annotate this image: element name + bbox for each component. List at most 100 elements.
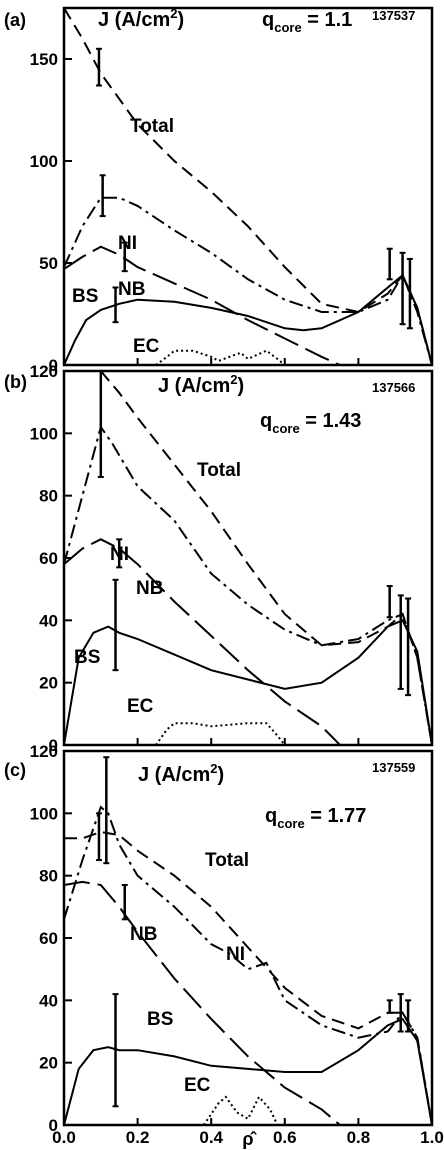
x-tick-label: 0.8 <box>347 1128 371 1147</box>
series-nb-label: NB <box>130 924 157 945</box>
x-tick-label: 0.6 <box>273 1128 297 1147</box>
error-bar <box>97 371 104 478</box>
series-group <box>64 756 432 1125</box>
series-ec-label: EC <box>184 1075 211 1096</box>
y-tick-label: 0 <box>49 1116 58 1135</box>
y-unit-close: ) <box>237 375 244 397</box>
error-bar <box>399 251 406 326</box>
y-tick-label: 100 <box>30 804 58 823</box>
series-ni-line <box>64 424 432 745</box>
series-group <box>64 371 432 745</box>
y-unit-sup: 2 <box>170 6 177 21</box>
y-tick-label: 120 <box>30 362 58 381</box>
q-main: q <box>265 805 277 827</box>
y-tick-label: 20 <box>39 674 58 693</box>
y-tick-label: 60 <box>39 549 58 568</box>
series-total-label: Total <box>197 460 241 481</box>
y-tick-label: 20 <box>39 1054 58 1073</box>
y-axis-unit-label: J (A/cm2) <box>138 761 224 786</box>
y-tick-label: 0 <box>49 736 58 755</box>
error-bar <box>386 999 393 1014</box>
y-tick-label: 0 <box>49 356 58 375</box>
series-ni-line <box>64 805 432 1125</box>
series-nb-label: NB <box>136 578 163 599</box>
error-bar <box>121 241 128 273</box>
series-nb-line <box>64 245 341 365</box>
series-ec-line <box>155 722 286 745</box>
series-group <box>64 8 432 365</box>
shot-number: 137559 <box>372 760 415 775</box>
y-tick-label: 40 <box>39 611 58 630</box>
error-bar <box>405 597 412 697</box>
error-bar <box>112 578 119 672</box>
q-value: = 1.77 <box>305 805 367 827</box>
x-tick-label: 1.0 <box>420 1128 444 1147</box>
error-bar <box>95 47 102 87</box>
series-nb-label: NB <box>118 279 145 300</box>
series-bs-line <box>64 619 432 745</box>
y-tick-label: 60 <box>39 929 58 948</box>
y-tick-label: 150 <box>30 50 58 69</box>
series-bs-line <box>64 1017 432 1125</box>
series-total-label: Total <box>130 116 174 137</box>
series-ec-label: EC <box>133 336 160 357</box>
panel-3: 0 20 40 60 80 100 120 0.0 0.2 0.4 0.6 0.8 1.0 ρ̂ (c) J … <box>4 742 444 1149</box>
error-bar <box>99 174 106 218</box>
y-unit-sup: 2 <box>210 761 217 776</box>
y-unit-close: ) <box>217 764 224 786</box>
error-bar <box>397 594 404 690</box>
series-ec-line <box>202 1095 279 1125</box>
series-total-line <box>64 830 432 1125</box>
q-sub: core <box>272 421 299 436</box>
error-bar <box>121 884 128 921</box>
shot-number: 137566 <box>372 380 415 395</box>
panel-2: 0 20 40 60 80 100 120(b) J (A/cm2) qcore = 1.43 1… <box>4 362 434 755</box>
series-ec-label: EC <box>127 696 154 717</box>
panel-label: (a) <box>4 10 26 30</box>
y-tick-label: 40 <box>39 991 58 1010</box>
y-unit-main: J (A/cm <box>158 375 230 397</box>
shot-number: 137537 <box>372 8 415 23</box>
panel-label: (c) <box>4 760 26 780</box>
series-total-label: Total <box>205 850 249 871</box>
series-ni-line <box>64 196 432 365</box>
x-tick-label: 0.4 <box>199 1128 223 1147</box>
x-axis-label: ρ̂ <box>242 1129 257 1149</box>
error-bar <box>386 585 393 619</box>
q-core-label: qcore = 1.77 <box>265 805 366 831</box>
y-tick-label: 120 <box>30 742 58 761</box>
series-ni-label: NI <box>226 944 245 965</box>
error-bar <box>116 538 123 569</box>
q-sub: core <box>274 20 301 35</box>
y-tick-label: 100 <box>30 424 58 443</box>
q-value: = 1.1 <box>302 9 353 31</box>
y-tick-label: 80 <box>39 867 58 886</box>
y-tick-label: 50 <box>39 254 58 273</box>
panel-label: (b) <box>4 372 27 392</box>
q-main: q <box>262 9 274 31</box>
series-ni-label: NI <box>110 544 129 565</box>
q-value: = 1.43 <box>300 410 362 432</box>
error-bar <box>386 247 393 281</box>
q-core-label: qcore = 1.1 <box>262 9 352 35</box>
y-axis-unit-label: J (A/cm2) <box>98 6 184 31</box>
error-bar <box>405 999 412 1033</box>
series-nb-line <box>64 538 341 745</box>
q-main: q <box>260 410 272 432</box>
error-bar <box>112 286 119 324</box>
error-bar <box>103 756 110 865</box>
error-bar <box>397 993 404 1033</box>
y-unit-main: J (A/cm <box>138 764 210 786</box>
y-unit-sup: 2 <box>230 372 237 387</box>
x-tick-label: 0.2 <box>126 1128 150 1147</box>
y-axis-unit-label: J (A/cm2) <box>158 372 244 397</box>
y-unit-main: J (A/cm <box>98 9 170 31</box>
y-tick-label: 100 <box>30 152 58 171</box>
series-total-line <box>64 8 432 365</box>
y-tick-label: 80 <box>39 487 58 506</box>
series-bs-label: BS <box>147 1009 173 1030</box>
error-bar <box>95 812 102 862</box>
error-bar <box>406 257 413 330</box>
